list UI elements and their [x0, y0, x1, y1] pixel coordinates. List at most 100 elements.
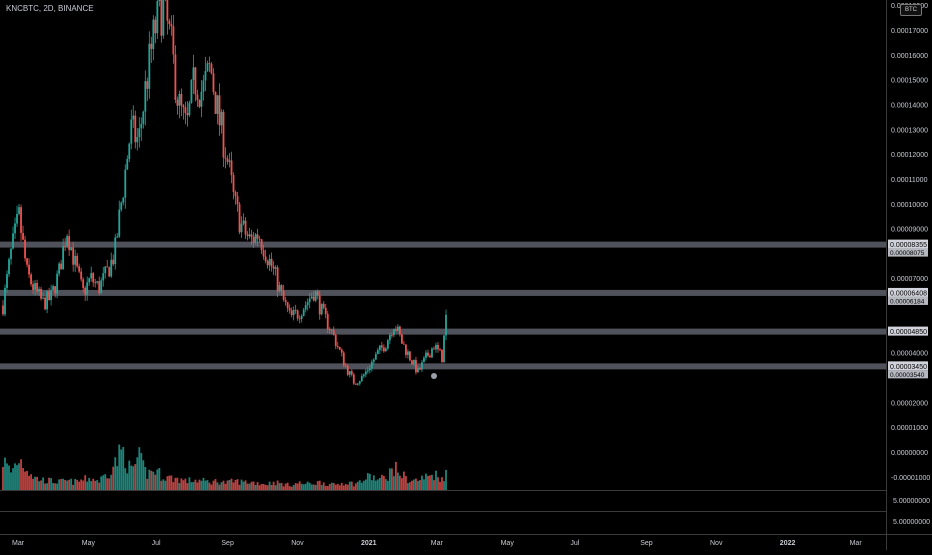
volume-bar: [288, 486, 291, 490]
candle-body: [390, 334, 393, 336]
price-tick-label: 0.00009000: [891, 227, 928, 234]
candle-body: [378, 345, 381, 351]
volume-bar: [58, 479, 61, 490]
candle-body: [226, 158, 229, 162]
volume-bar: [324, 485, 327, 490]
candle-body: [8, 259, 10, 275]
candle-body: [48, 291, 51, 300]
volume-bar: [220, 482, 223, 490]
candle-body: [405, 344, 407, 355]
candle-body: [296, 310, 299, 319]
volume-bar: [312, 484, 315, 490]
candle-body: [178, 93, 181, 106]
volume-bar: [314, 484, 317, 490]
volume-bar: [62, 478, 65, 490]
volume-bar: [80, 479, 83, 490]
candle-body: [34, 283, 36, 290]
volume-bar: [202, 477, 205, 490]
candle-body: [366, 370, 369, 372]
level-band: [0, 363, 886, 370]
candle-body: [130, 119, 133, 144]
volume-bar: [260, 484, 263, 490]
time-axis[interactable]: Mar May Jul Sep Nov 2021 Mar May Jul Sep Nov 2022 Ma…: [0, 534, 932, 548]
volume-bar: [352, 486, 355, 490]
volume-bar: [226, 480, 229, 490]
candle-body: [100, 280, 103, 294]
volume-bar: [138, 447, 141, 490]
candle-body: [220, 111, 223, 126]
candle-body: [20, 207, 22, 233]
volume-bar: [170, 475, 173, 490]
candle-body: [192, 67, 195, 80]
volume-bar: [417, 480, 419, 490]
candle-body: [238, 204, 241, 233]
price-tick-label: 0.00010000: [891, 202, 928, 209]
volume-bar: [326, 486, 329, 490]
candle-body: [58, 263, 61, 274]
price-tick-label: 0.00017000: [891, 28, 928, 35]
volume-bar: [188, 477, 191, 490]
candle-body: [312, 296, 315, 301]
volume-bar: [322, 482, 325, 490]
time-tick-label: May: [82, 540, 96, 547]
candle-body: [374, 354, 377, 360]
volume-bar: [354, 483, 357, 490]
volume-bar: [14, 463, 16, 490]
volume-bar: [76, 479, 79, 490]
candle-body: [268, 258, 271, 266]
candle-body: [314, 291, 317, 301]
currency-badge[interactable]: BTC: [900, 4, 922, 16]
price-tick-label: 0.00004000: [891, 351, 928, 358]
candle-body: [80, 271, 83, 280]
candle-body: [310, 296, 313, 299]
volume-bar: [8, 465, 10, 490]
candle-body: [328, 329, 331, 331]
volume-bar: [78, 481, 81, 490]
volume-bar: [2, 466, 4, 490]
candle-body: [136, 137, 139, 143]
volume-bar: [110, 474, 113, 490]
volume-bar: [372, 475, 375, 490]
volume-bar: [60, 478, 63, 490]
volume-bar: [132, 466, 135, 490]
symbol-title[interactable]: KNCBTC, 2D, BINANCE: [6, 4, 94, 13]
volume-bar: [423, 479, 425, 490]
candle-body: [50, 290, 53, 300]
candle-body: [46, 291, 48, 310]
volume-bar: [168, 475, 171, 490]
level-band: [0, 241, 886, 248]
candle-body: [132, 115, 135, 120]
candle-body: [437, 344, 439, 350]
candle-body: [304, 305, 307, 310]
candle-body: [398, 326, 401, 335]
volume-bar: [392, 476, 395, 490]
candle-body: [445, 314, 447, 336]
candle-body: [254, 234, 257, 243]
candle-body: [128, 143, 131, 160]
candle-body: [44, 297, 46, 310]
candle-body: [204, 71, 207, 81]
volume-bar: [180, 478, 183, 490]
volume-bar: [126, 473, 129, 490]
candle-body: [200, 91, 203, 107]
candle-body: [417, 368, 419, 373]
candle-body: [196, 94, 199, 100]
candle-body: [342, 352, 345, 366]
volume-bar: [16, 465, 18, 490]
candle-body: [248, 234, 251, 237]
candle-body: [272, 266, 275, 269]
volume-bar: [162, 479, 165, 490]
candle-body: [82, 279, 85, 288]
volume-bar: [246, 483, 249, 490]
volume-bar: [144, 466, 147, 490]
volume-bar: [52, 483, 55, 490]
candle-body: [443, 335, 445, 363]
candle-body: [260, 239, 263, 251]
volume-bar: [86, 481, 89, 490]
price-axis[interactable]: 0.000180000.000170000.000160000.00015000…: [888, 3, 930, 526]
level-sublabel-bg: [888, 370, 928, 379]
volume-bar: [70, 478, 73, 490]
volume-bar: [256, 482, 259, 490]
